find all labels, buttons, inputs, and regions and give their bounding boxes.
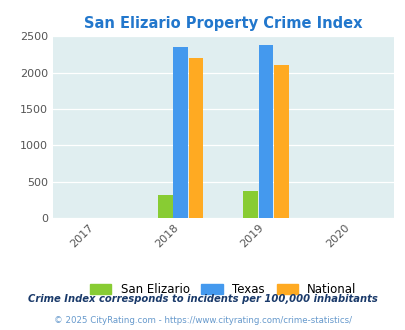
- Text: © 2025 CityRating.com - https://www.cityrating.com/crime-statistics/: © 2025 CityRating.com - https://www.city…: [54, 316, 351, 325]
- Text: Crime Index corresponds to incidents per 100,000 inhabitants: Crime Index corresponds to incidents per…: [28, 294, 377, 304]
- Bar: [258, 45, 273, 218]
- Legend: San Elizario, Texas, National: San Elizario, Texas, National: [85, 278, 360, 301]
- Bar: [173, 47, 188, 218]
- Bar: [188, 58, 203, 218]
- Title: San Elizario Property Crime Index: San Elizario Property Crime Index: [84, 16, 362, 31]
- Bar: [273, 65, 288, 218]
- Bar: [158, 195, 172, 218]
- Bar: [243, 191, 257, 218]
